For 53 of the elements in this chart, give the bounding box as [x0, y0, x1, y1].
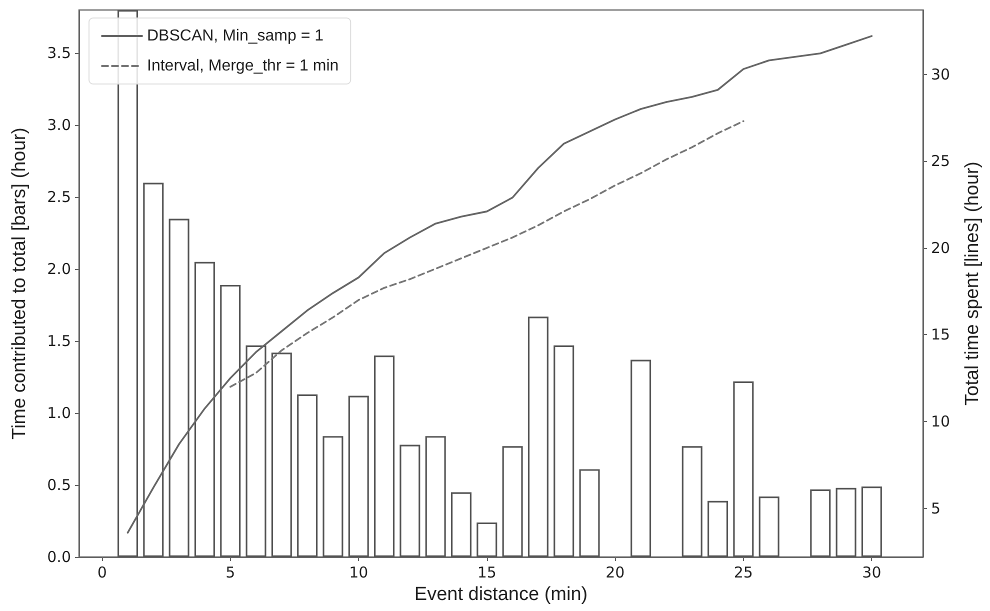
bar [733, 381, 754, 557]
x-tick-label: 30 [862, 564, 882, 582]
y-tick-label: 1.5 [47, 332, 71, 350]
bar [630, 360, 652, 557]
bar [143, 182, 164, 557]
y2-tick-label: 25 [931, 152, 950, 170]
y2-tick-label: 10 [931, 412, 950, 431]
bar [400, 444, 420, 557]
legend-label: DBSCAN, Min_samp = 1 [147, 28, 324, 44]
bar [220, 284, 241, 557]
x-tick-label: 5 [226, 564, 236, 582]
bar [194, 262, 215, 557]
bar [554, 345, 574, 557]
y-tick-label: 3.5 [47, 44, 71, 62]
line-series [229, 120, 744, 388]
bar [810, 489, 831, 557]
y-tick-label: 0.0 [47, 548, 71, 566]
y-tick-label: 2.0 [47, 260, 71, 278]
bar [682, 446, 702, 557]
bar [861, 486, 882, 557]
bar [246, 345, 266, 557]
legend-label: Interval, Merge_thr = 1 min [147, 58, 339, 74]
y-tick-label: 0.5 [47, 476, 71, 494]
bar [425, 436, 446, 557]
y2-tick-label: 15 [931, 326, 950, 344]
bar [502, 446, 523, 557]
x-tick-label: 25 [734, 564, 753, 582]
bar [374, 355, 395, 557]
y2-tick-label: 30 [931, 65, 950, 84]
bar [168, 218, 190, 557]
y-axis-title: Time contributed to total [bars] (hour) [9, 128, 30, 440]
y-tick-label: 2.5 [47, 188, 71, 206]
bar [528, 316, 548, 557]
bar [836, 488, 856, 557]
y2-tick-label: 20 [931, 238, 950, 257]
x-tick-label: 20 [606, 564, 625, 582]
bar [758, 496, 780, 557]
bar [450, 492, 472, 557]
x-tick-label: 15 [477, 564, 496, 582]
y-tick-label: 3.0 [47, 116, 71, 134]
y2-axis-title: Total time spent [lines] (hour) [962, 162, 983, 406]
x-tick-label: 0 [97, 564, 107, 582]
y-tick-label: 1.0 [47, 404, 71, 422]
bar [348, 396, 369, 557]
bar [579, 469, 600, 557]
bar [476, 522, 498, 557]
x-tick-label: 10 [349, 564, 368, 582]
bar [271, 352, 292, 557]
bar [297, 394, 318, 557]
bar [322, 436, 344, 557]
bar [708, 500, 728, 557]
y2-tick-label: 5 [931, 499, 941, 518]
x-axis-title: Event distance (min) [414, 584, 588, 605]
